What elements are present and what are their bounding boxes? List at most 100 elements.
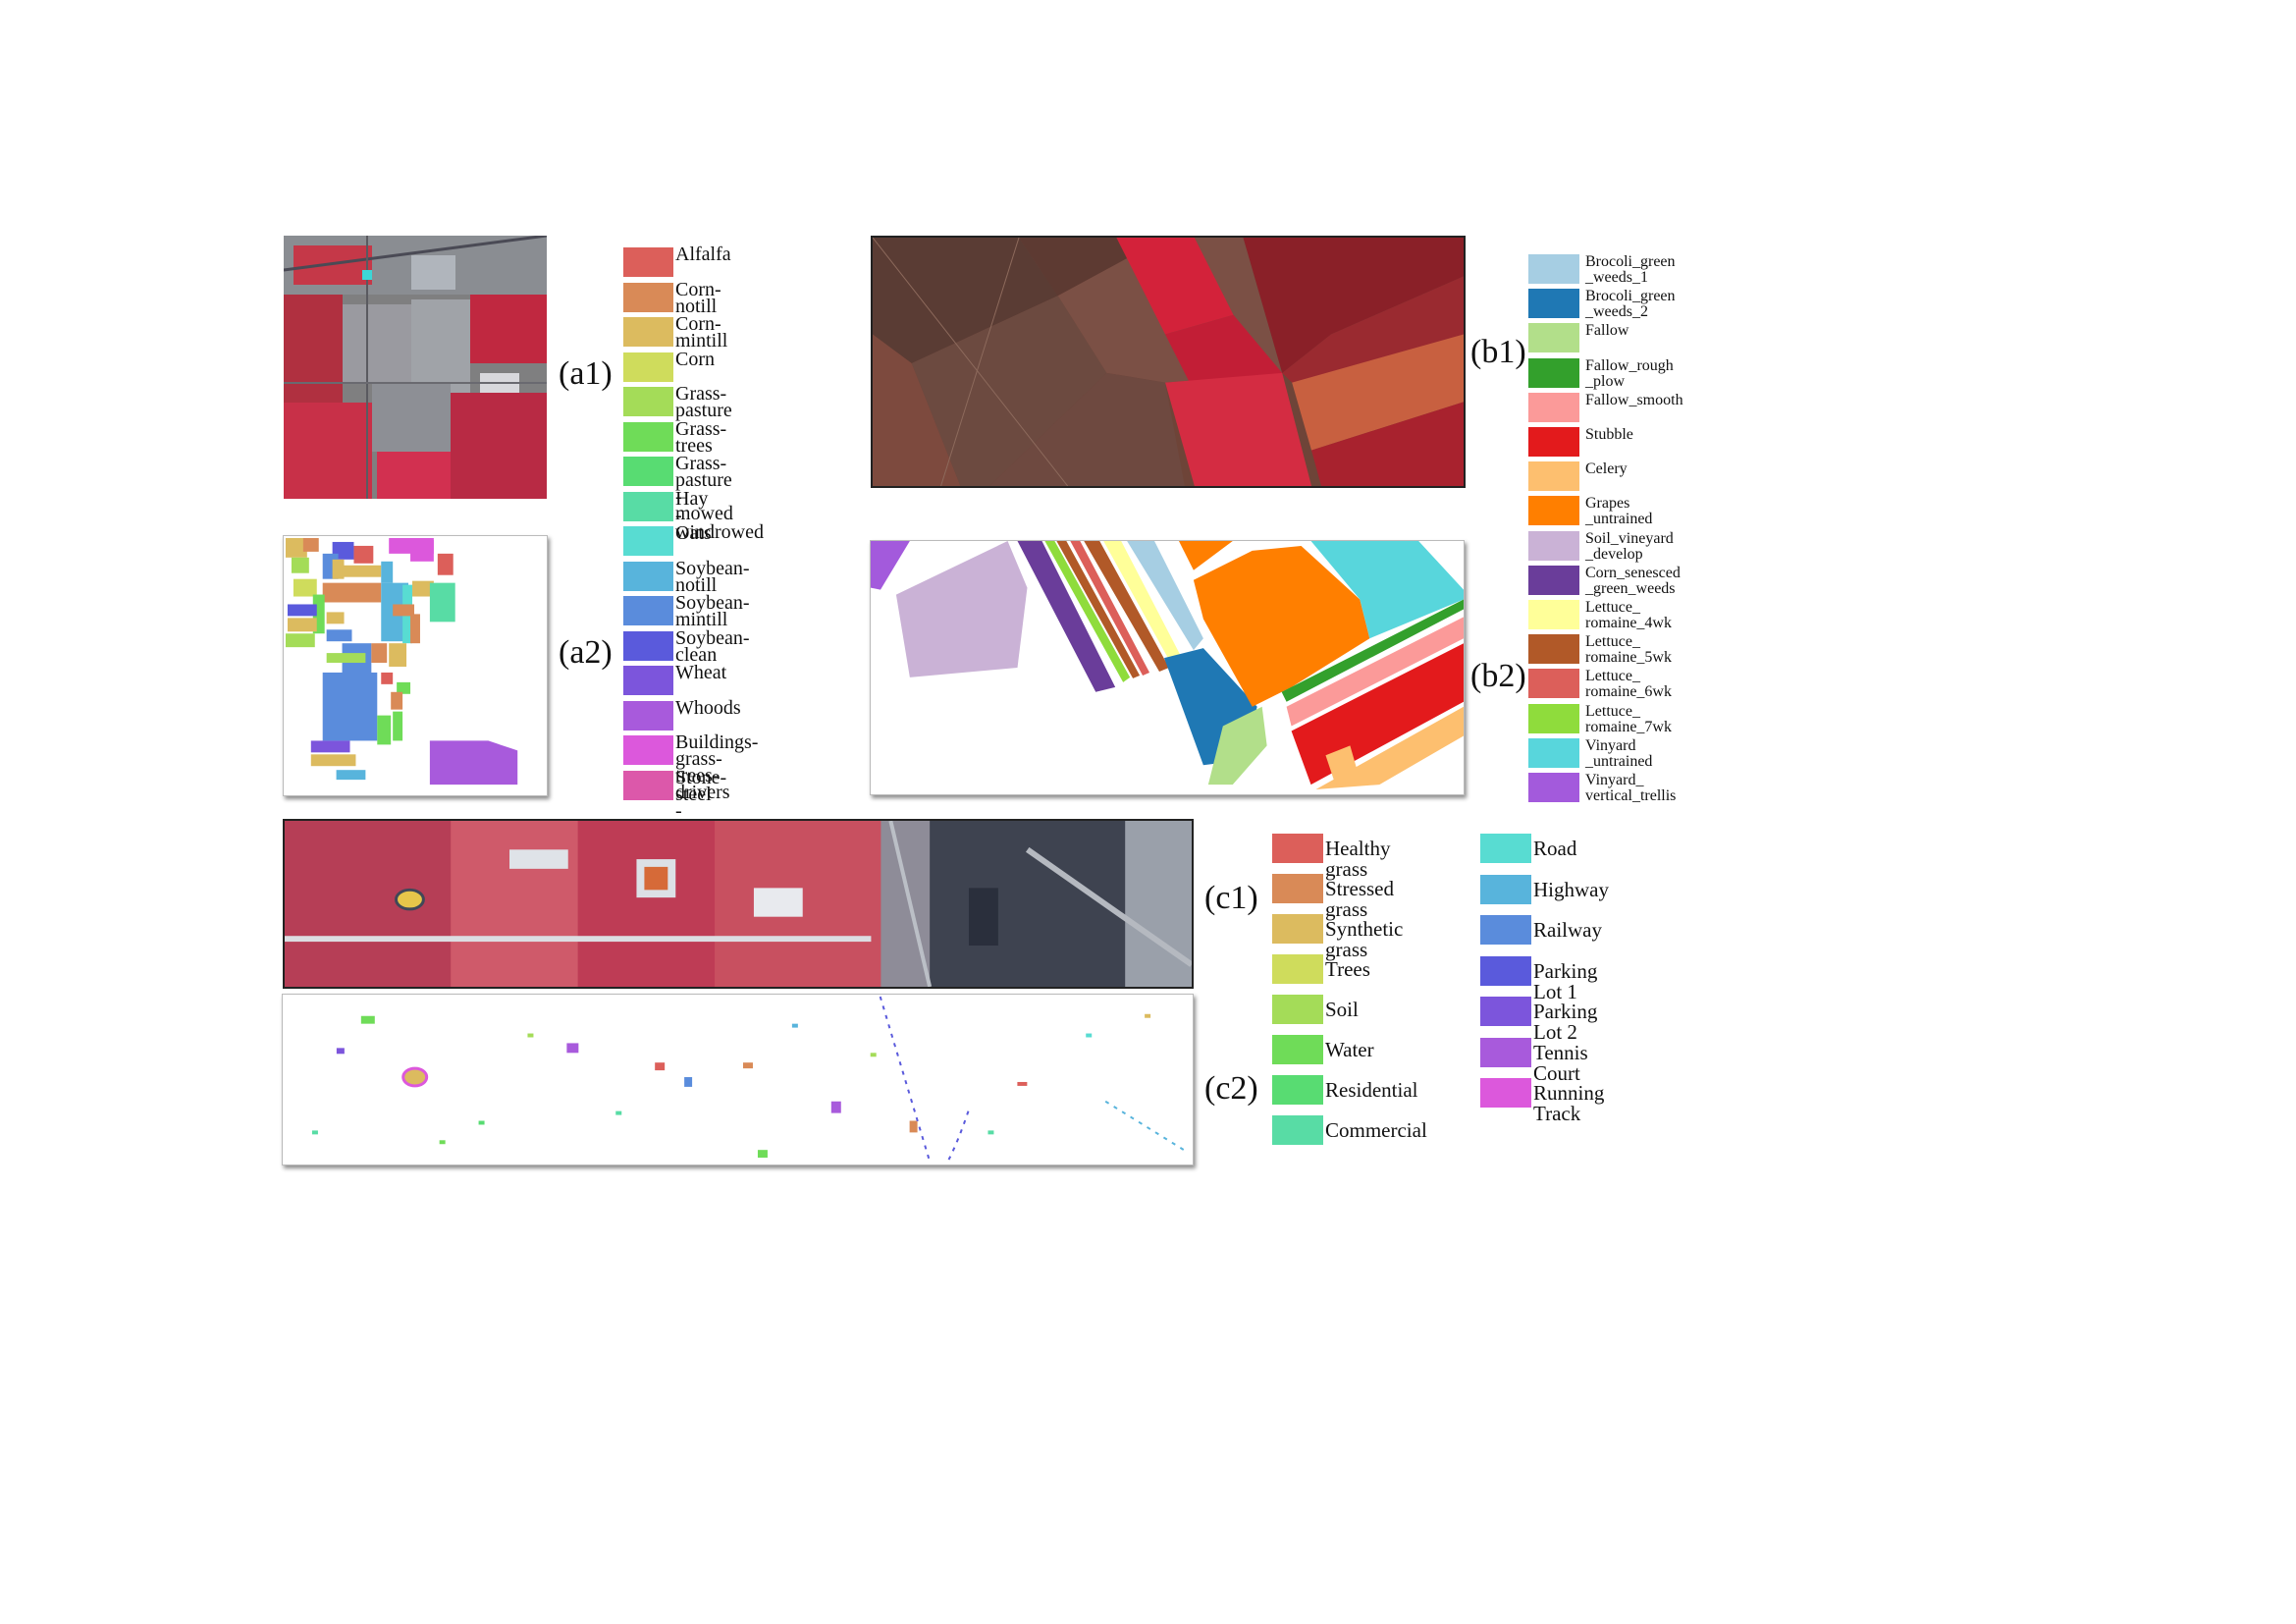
panel-label-b1: (b1) (1470, 334, 1526, 370)
legend-label: Corn-mintill (675, 313, 728, 352)
legend-swatch (623, 770, 673, 800)
legend-swatch (1480, 915, 1531, 945)
legend-label: Alfalfa (675, 244, 731, 265)
legend-label: Corn (675, 348, 715, 370)
legend-swatch (1528, 773, 1579, 802)
legend-label: Hay -windrowed (675, 487, 764, 543)
legend-swatch (1272, 1035, 1323, 1064)
legend-swatch (623, 735, 673, 765)
legend-swatch (623, 282, 673, 312)
legend-swatch (623, 421, 673, 452)
legend-label: Buildings-grass- trees-drivers (675, 731, 759, 803)
legend-label: Synthetic grass (1325, 917, 1404, 961)
legend-indian-pines: Alfalfa Corn-notill Corn-mintill Corn Grass-… (623, 244, 849, 838)
legend-label: Whoods (675, 696, 741, 719)
legend-swatch (623, 491, 673, 521)
legend-swatch (1528, 461, 1579, 492)
legend-houston-right: Road Highway Railway Parking Lot 1 Parking L… (1480, 834, 1677, 1128)
legend-swatch (1480, 955, 1531, 986)
legend-label: Corn_senesced _green_weeds (1585, 564, 1681, 597)
legend-swatch (1528, 703, 1579, 733)
legend-swatch (1480, 997, 1531, 1026)
legend-label: Road (1533, 837, 1577, 860)
legend-label: Celery (1585, 460, 1628, 478)
legend-swatch (623, 561, 673, 591)
legend-label: Soil (1325, 998, 1359, 1021)
legend-label: Parking Lot 1 (1533, 958, 1598, 1003)
indian-pines-ground-truth (283, 535, 548, 796)
legend-swatch (1480, 1078, 1531, 1108)
legend-swatch (623, 596, 673, 625)
legend-label: Grass-pasture -mowed (675, 453, 733, 524)
legend-label: Running Track (1533, 1081, 1605, 1125)
legend-label: Fallow_smooth (1585, 391, 1683, 408)
legend-label: Grass-trees (675, 417, 727, 457)
legend-label: Fallow_rough _plow (1585, 356, 1674, 390)
legend-swatch (1528, 289, 1579, 319)
legend-swatch (1528, 323, 1579, 353)
legend-label: Grapes _untrained (1585, 495, 1653, 528)
legend-label: Soybean-mintill (675, 592, 750, 630)
legend-swatch (1272, 954, 1323, 984)
legend-swatch (623, 526, 673, 556)
legend-swatch (1528, 496, 1579, 526)
legend-swatch (1272, 874, 1323, 903)
legend-swatch (1528, 737, 1579, 768)
legend-swatch (1272, 914, 1323, 944)
legend-label: Soybean-clean (675, 626, 750, 666)
legend-swatch (1528, 254, 1579, 284)
legend-label: Lettuce_ romaine_5wk (1585, 633, 1672, 667)
legend-swatch (1528, 565, 1579, 595)
legend-label: Corn-notill (675, 278, 721, 317)
legend-swatch (623, 630, 673, 661)
legend-swatch (623, 700, 673, 731)
legend-swatch (623, 352, 673, 382)
legend-swatch (623, 247, 673, 277)
legend-label: Railway (1533, 918, 1602, 942)
legend-swatch (1480, 1037, 1531, 1067)
indian-pines-image (284, 236, 547, 499)
legend-label: Residential (1325, 1078, 1418, 1102)
legend-label: Brocoli_green _weeds_2 (1585, 288, 1676, 321)
panel-label-b2: (b2) (1470, 658, 1526, 694)
legend-label: Fallow (1585, 322, 1629, 340)
legend-swatch (1528, 600, 1579, 629)
legend-label: Grass-pasture (675, 383, 732, 421)
legend-label: Tennis Court (1533, 1040, 1588, 1085)
legend-label: Vinyard_ vertical_trellis (1585, 772, 1677, 804)
legend-label: Vinyard _untrained (1585, 736, 1653, 770)
legend-swatch (623, 457, 673, 486)
panel-label-c1: (c1) (1204, 880, 1258, 916)
legend-salinas: Brocoli_green _weeds_1 Brocoli_green _wee… (1528, 254, 1725, 814)
legend-swatch (1528, 357, 1579, 388)
legend-label: Lettuce_ romaine_7wk (1585, 702, 1672, 735)
legend-label: Brocoli_green _weeds_1 (1585, 253, 1676, 286)
legend-label: Lettuce_ romaine_4wk (1585, 599, 1672, 631)
legend-label: Parking Lot 2 (1533, 1000, 1598, 1044)
legend-swatch (1272, 1115, 1323, 1145)
legend-label: Oats (675, 522, 712, 544)
legend-swatch (1528, 530, 1579, 561)
legend-label: Lettuce_ romaine_6wk (1585, 668, 1672, 701)
legend-swatch (1528, 634, 1579, 665)
legend-houston-left: Healthy grass Stressed grass Synthetic gra… (1272, 834, 1468, 1158)
legend-label: Healthy grass (1325, 837, 1391, 881)
panel-label-a1: (a1) (559, 355, 613, 392)
houston-image (283, 819, 1194, 989)
legend-swatch (1272, 1075, 1323, 1105)
legend-swatch (623, 387, 673, 416)
legend-swatch (1272, 834, 1323, 863)
legend-label: Water (1325, 1038, 1374, 1061)
panel-label-a2: (a2) (559, 634, 613, 671)
legend-swatch (623, 317, 673, 347)
legend-swatch (1528, 427, 1579, 457)
legend-label: Highway (1533, 877, 1609, 901)
legend-label: Soybean-notill (675, 557, 750, 596)
legend-swatch (1272, 995, 1323, 1024)
legend-swatch (623, 666, 673, 695)
legend-label: Stubble (1585, 426, 1633, 443)
salinas-image (871, 236, 1466, 488)
salinas-ground-truth (870, 540, 1465, 795)
legend-swatch (1528, 669, 1579, 699)
legend-label: Commercial (1325, 1118, 1427, 1142)
